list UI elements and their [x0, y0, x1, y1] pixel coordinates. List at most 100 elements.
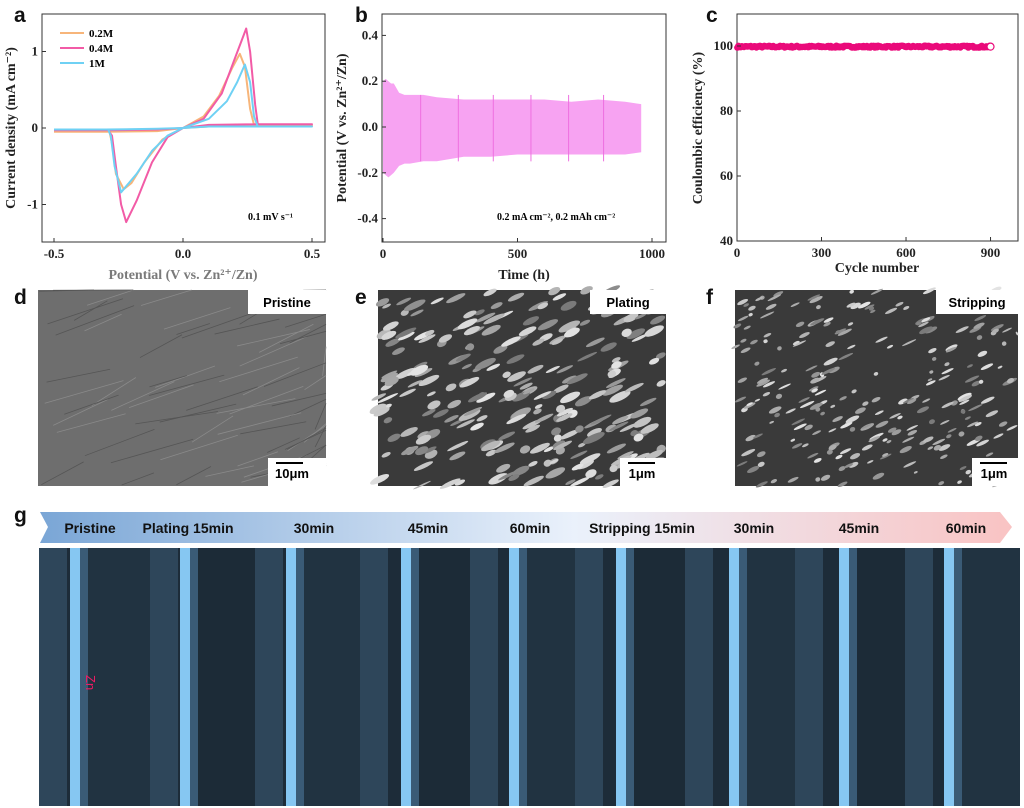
zn-deposit-grain — [644, 325, 664, 337]
zn-deposit-grain — [967, 364, 973, 368]
zn-deposit-grain — [743, 303, 749, 307]
zn-electrode-stripe — [286, 548, 296, 806]
zn-deposit-grain — [619, 423, 638, 432]
zn-deposit-grain — [640, 397, 657, 407]
plot-frame — [381, 13, 667, 243]
zn-deposit-grain — [752, 433, 763, 439]
surface-texture — [279, 330, 327, 345]
zn-deposit-grain — [976, 439, 989, 447]
zn-deposit-grain — [902, 436, 915, 443]
zn-deposit-grain — [503, 389, 515, 398]
zn-deposit-grain — [755, 296, 763, 302]
zn-deposit-grain — [882, 453, 889, 457]
zn-deposit-grain — [382, 303, 391, 309]
zn-deposit-grain — [534, 404, 543, 409]
stage-label: 30min — [294, 520, 334, 536]
x-tick-label: 500 — [508, 246, 528, 261]
label-box — [590, 290, 666, 314]
zn-deposit-grain — [838, 466, 846, 472]
surface-texture — [44, 380, 124, 404]
zn-deposit-grain — [418, 374, 440, 387]
zn-deposit-grain — [507, 292, 525, 302]
electrode-band — [360, 548, 388, 806]
zn-deposit-grain — [743, 325, 751, 330]
zn-deposit-grain — [446, 293, 466, 304]
zn-deposit-grain — [392, 347, 405, 356]
sem-label: Stripping — [948, 295, 1005, 310]
zn-deposit-grain — [418, 334, 436, 343]
zn-deposit-grain — [485, 449, 497, 457]
zn-deposit-grain — [575, 425, 584, 433]
zn-deposit-grain — [519, 445, 531, 454]
zn-deposit-grain — [750, 339, 758, 345]
zn-deposit-grain — [463, 310, 477, 319]
zn-deposit-grain — [734, 396, 747, 403]
zn-deposit-grain — [556, 365, 573, 374]
zn-deposit-grain — [577, 351, 598, 362]
zn-deposit-grain — [828, 444, 837, 451]
y-tick-label: 0 — [32, 120, 39, 135]
panel-letter-f: f — [706, 286, 714, 309]
x-tick-label: 600 — [896, 245, 916, 260]
zn-electrode-stripe — [839, 548, 849, 806]
y-tick-label: 40 — [720, 233, 733, 248]
voltage-envelope — [383, 78, 642, 178]
zn-deposit-grain — [525, 424, 541, 433]
electrode-edge — [849, 548, 857, 806]
electrode-band — [39, 548, 67, 806]
zn-deposit-grain — [762, 381, 776, 388]
zn-deposit-grain — [798, 397, 810, 403]
zn-deposit-grain — [807, 294, 821, 301]
y-tick-label: 1 — [32, 44, 39, 59]
y-tick-label: -1 — [27, 197, 38, 212]
zn-deposit-grain — [433, 409, 449, 418]
zn-deposit-grain — [623, 312, 639, 323]
zn-deposit-grain — [941, 401, 954, 409]
x-tick-label: 0 — [380, 246, 387, 261]
zn-deposit-grain — [932, 438, 946, 446]
zn-deposit-grain — [582, 432, 605, 445]
y-axis-title: Coulombic efficiency (%) — [691, 51, 706, 204]
zn-deposit-grain — [761, 368, 776, 376]
zn-deposit-grain — [799, 332, 810, 339]
surface-texture — [263, 362, 327, 387]
zn-deposit-grain — [921, 317, 931, 323]
zn-deposit-grain — [778, 383, 791, 390]
panel-letter-d: d — [14, 286, 27, 309]
surface-texture — [149, 375, 187, 388]
zn-deposit-grain — [754, 398, 761, 402]
zn-deposit-grain — [870, 288, 884, 295]
electrode-edge — [739, 548, 747, 806]
surface-texture — [53, 399, 108, 426]
zn-deposit-grain — [381, 330, 397, 340]
zn-deposit-grain — [551, 338, 563, 345]
zn-deposit-grain — [964, 416, 971, 420]
zn-deposit-grain — [494, 442, 515, 454]
zn-deposit-grain — [445, 383, 457, 392]
legend: 0.2M 0.4M 1M — [60, 28, 114, 70]
zn-deposit-grain — [765, 303, 777, 310]
zn-deposit-grain — [875, 336, 888, 343]
zn-deposit-grain — [828, 366, 840, 374]
surface-texture — [216, 398, 296, 414]
zn-deposit-grain — [830, 404, 836, 408]
cv-chart: -0.5 0.0 0.5 -1 0 1 0.2M 0.4M 1M 0.1 mV s⁻¹ P… — [4, 13, 326, 283]
zn-deposit-grain — [980, 396, 995, 404]
zn-deposit-grain — [422, 409, 436, 417]
zn-deposit-grain — [790, 438, 796, 442]
sem-label: Plating — [606, 295, 649, 310]
surface-texture — [155, 365, 216, 388]
zn-deposit-grain — [558, 320, 581, 333]
zn-deposit-grain — [835, 330, 840, 333]
zn-deposit-grain — [571, 463, 584, 471]
zn-deposit-grain — [889, 412, 901, 419]
zn-deposit-grain — [745, 434, 756, 442]
zn-deposit-grain — [923, 436, 934, 443]
zn-deposit-grain — [897, 415, 903, 420]
zn-deposit-grain — [456, 419, 475, 429]
zn-deposit-grain — [756, 377, 769, 384]
x-axis-title: Time (h) — [498, 268, 550, 283]
zn-deposit-grain — [763, 333, 772, 338]
surface-texture — [239, 336, 307, 367]
zn-deposit-grain — [447, 440, 469, 452]
